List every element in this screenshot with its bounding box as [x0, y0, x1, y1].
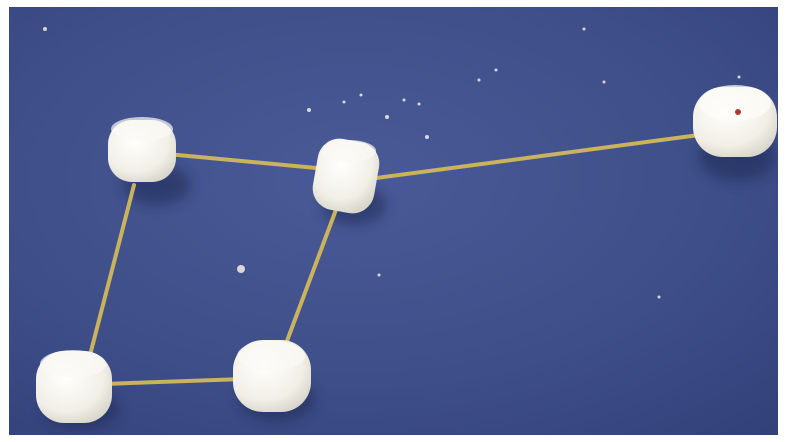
crumbs	[43, 27, 741, 299]
marshmallow-top-left	[108, 117, 176, 182]
stick-top-right-long	[367, 133, 701, 181]
marshmallow-bottom-left	[36, 350, 112, 423]
photo	[9, 7, 778, 435]
photo-canvas	[9, 7, 778, 435]
stick-left	[87, 183, 136, 361]
table-surface	[9, 7, 778, 435]
spaghetti-sticks	[87, 133, 701, 386]
marshmallow-top-middle	[312, 138, 380, 214]
marshmallow-far-right	[693, 85, 777, 157]
stick-bottom	[102, 377, 246, 386]
marshmallow-bottom-middle	[233, 340, 311, 412]
marshmallows	[36, 85, 777, 423]
stick-top-left	[165, 152, 329, 171]
stick-right	[282, 205, 339, 351]
